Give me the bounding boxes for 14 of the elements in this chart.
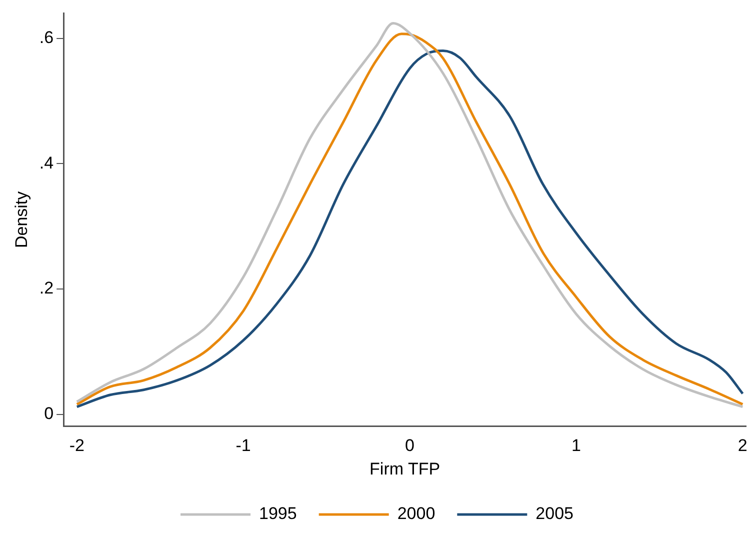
x-tick-label: -1 (236, 436, 251, 456)
y-tick-label: .6 (39, 28, 54, 47)
x-tick-label: 0 (405, 436, 415, 456)
x-tick-label: 1 (571, 436, 581, 456)
y-tick-label: .2 (39, 278, 54, 298)
y-tick-label: 0 (44, 404, 54, 423)
y-axis-title: Density (12, 190, 31, 248)
x-axis-title: Firm TFP (370, 459, 440, 478)
x-tick-label: -2 (69, 436, 84, 456)
x-tick-label: 2 (738, 436, 748, 456)
legend-label: 2000 (397, 504, 436, 524)
y-tick-label: .4 (39, 153, 54, 172)
legend-label: 1995 (259, 504, 297, 524)
legend-label: 2005 (536, 504, 574, 524)
